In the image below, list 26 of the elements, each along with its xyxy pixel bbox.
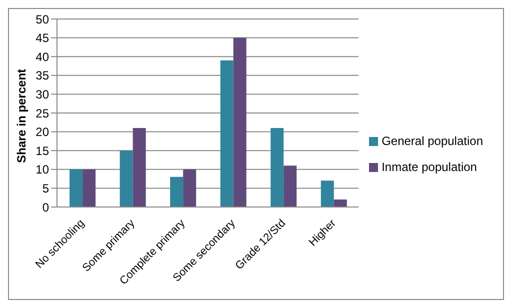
y-tick-label: 5 [42,181,50,196]
y-tick-label: 45 [36,31,50,46]
y-tick-label: 40 [36,50,50,64]
bar [334,199,347,207]
bar [82,169,96,207]
bar [320,180,334,207]
bar [70,169,83,207]
y-tick-label: 0 [42,200,50,214]
y-tick-label: 30 [36,87,50,102]
y-tick-label: 25 [36,106,50,120]
y-axis-title: Share in percent [14,68,28,163]
bar [220,60,234,207]
y-tick-label: 20 [36,125,50,140]
y-tick-label: 35 [36,68,50,83]
y-tick-label: 10 [36,162,50,177]
bar [233,38,246,207]
bar [183,169,196,207]
bar [270,128,284,207]
bar [170,176,184,207]
legend-label: Inmate population [382,160,477,174]
bar [284,166,297,207]
bar [120,150,133,207]
y-tick-label: 15 [36,144,50,158]
y-tick-label: 50 [36,12,50,26]
bar [132,128,146,207]
legend-label: General population [382,134,483,148]
